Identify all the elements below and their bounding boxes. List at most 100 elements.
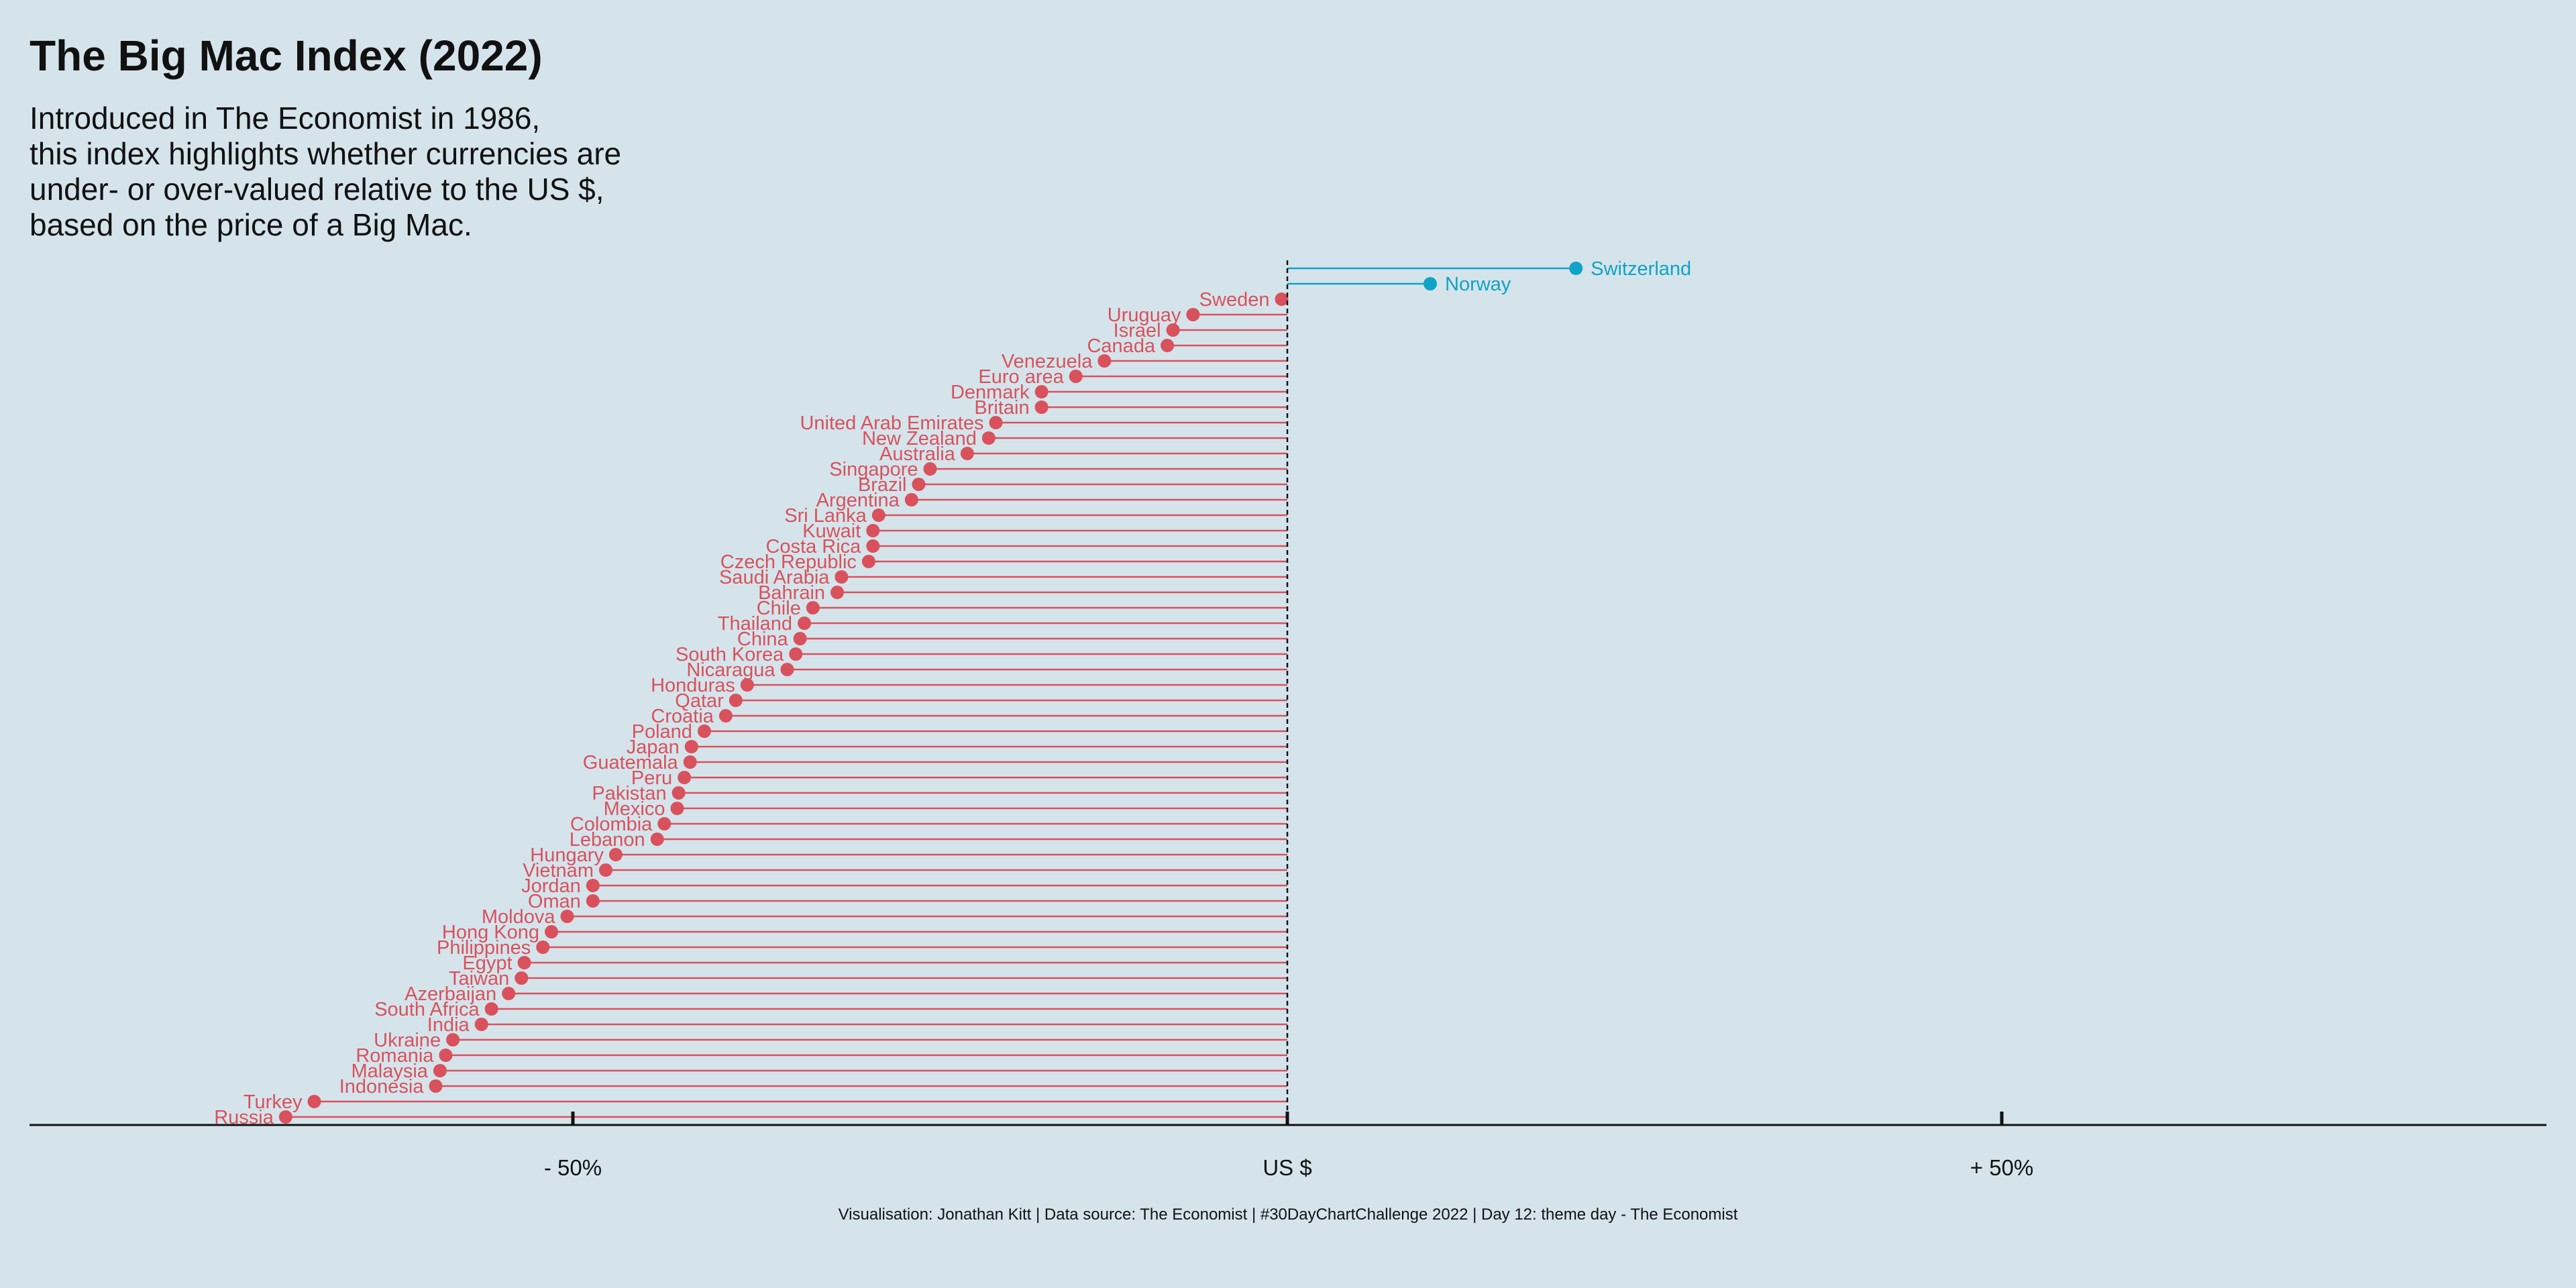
country-label: Israel [1114,320,1161,341]
data-point [683,755,697,769]
chart-subtitle: Introduced in The Economist in 1986, thi… [30,101,621,243]
data-point [446,1033,460,1046]
subtitle-line: Introduced in The Economist in 1986, [30,101,541,136]
country-label: Argentina [816,490,900,511]
data-point [650,833,664,846]
data-point [657,817,672,830]
data-point [1034,385,1049,398]
subtitle-line: under- or over-valued relative to the US… [30,172,604,207]
data-point [307,1095,321,1108]
data-point [678,771,692,784]
country-label: Poland [632,721,692,743]
country-label: Vietnam [523,860,594,881]
x-tick-label: - 50% [544,1155,602,1180]
data-point [989,416,1003,429]
data-point [904,493,918,506]
country-label: Honduras [651,675,735,696]
subtitle-line: this index highlights whether currencies… [30,136,622,171]
country-label: Philippines [437,937,531,959]
data-point [729,694,743,707]
data-point [793,632,807,645]
country-label: Canada [1087,335,1155,357]
data-point [278,1110,292,1124]
country-label: Venezuela [1002,351,1093,372]
data-point [586,894,600,908]
data-point [560,910,574,923]
country-label: Kuwait [802,521,861,542]
country-label: Ukraine [374,1030,441,1051]
country-label: Bahrain [758,582,825,604]
data-point [830,586,845,599]
country-label: Colombia [570,814,653,835]
data-point [545,925,559,938]
data-point [515,971,529,985]
country-label: Mexico [604,798,665,820]
data-point [1097,354,1112,368]
data-point [798,616,812,630]
data-point [1569,262,1583,275]
data-point [780,663,794,676]
country-label: Norway [1445,274,1511,295]
country-label: Jordan [521,875,581,897]
data-point [740,678,754,692]
country-label: Azerbaijan [405,983,496,1005]
data-point [1275,292,1289,306]
data-point [684,740,698,753]
country-label: South Korea [676,644,784,665]
country-label: Brazil [858,474,907,496]
country-label: Costa Rica [765,536,861,557]
x-tick-label: US $ [1263,1155,1311,1180]
country-label: Chile [757,598,801,619]
data-point [1069,370,1083,383]
country-label: Britain [974,397,1029,419]
data-point [718,709,733,722]
country-label: Denmark [951,382,1030,403]
data-point [474,1018,488,1031]
data-point [433,1064,447,1077]
country-label: Malaysia [351,1061,428,1082]
country-label: Romania [356,1045,434,1067]
data-point [502,987,516,1000]
country-label: Egypt [462,953,512,974]
data-point [1186,308,1200,321]
chart-title: The Big Mac Index (2022) [30,32,543,80]
country-label: Australia [879,443,956,465]
data-point [670,802,684,815]
x-axis-ticks: - 50% US $ + 50% [544,1112,2033,1180]
country-label: Japan [627,737,680,758]
country-label: Turkey [244,1091,303,1113]
country-label: Hungary [530,845,604,866]
data-point [789,647,803,661]
data-point [586,879,600,892]
data-point [598,863,612,877]
data-point [806,601,820,614]
country-label: Switzerland [1591,258,1691,280]
country-label: Taiwan [449,968,509,989]
chart-caption: Visualisation: Jonathan Kitt | Data sour… [838,1205,1738,1224]
country-label: Indonesia [339,1076,425,1097]
country-label: China [737,629,789,650]
country-label: Guatemala [583,752,679,773]
data-point [960,447,974,460]
data-point [439,1049,453,1062]
data-point [608,848,623,861]
data-point [866,539,880,553]
data-point [1034,400,1049,414]
country-label: Pakistan [592,783,666,804]
country-label: Lebanon [570,829,645,851]
data-point [517,956,531,969]
data-point [866,524,880,537]
country-label: South Africa [374,999,480,1020]
data-point [536,941,550,954]
data-point [835,570,849,584]
country-label: Uruguay [1108,305,1181,326]
country-label: Czech Republic [720,551,857,573]
country-label: Thailand [718,613,792,635]
data-point [871,508,885,522]
country-label: Singapore [829,459,918,480]
country-label: Sweden [1199,289,1270,311]
data-point [672,786,686,800]
data-point [861,555,875,568]
data-point [923,462,937,476]
